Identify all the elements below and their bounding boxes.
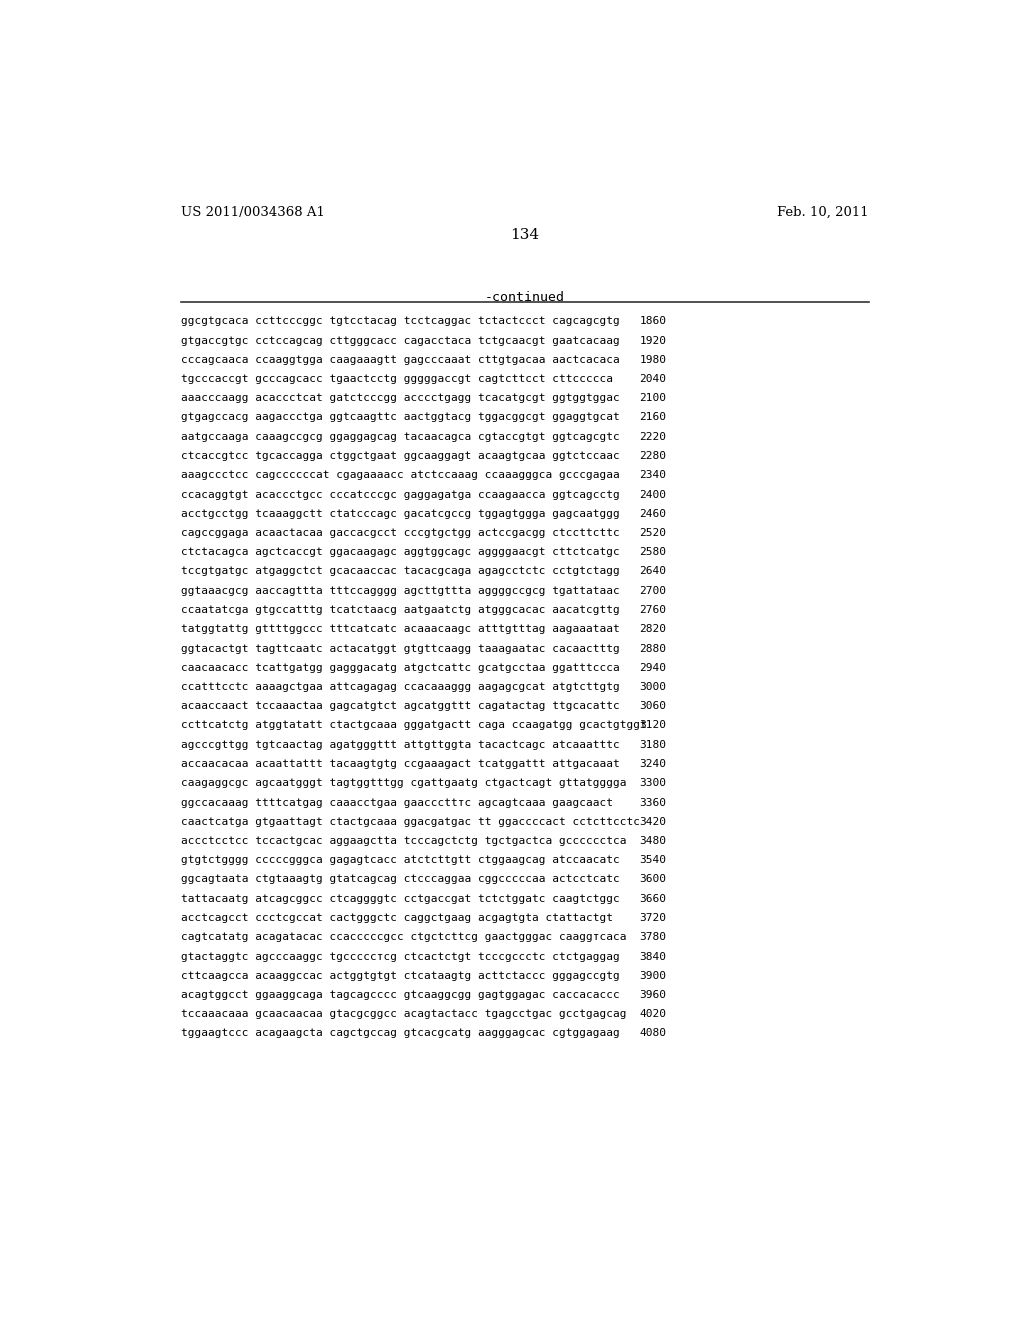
Text: 3600: 3600 [640, 875, 667, 884]
Text: 3360: 3360 [640, 797, 667, 808]
Text: 3060: 3060 [640, 701, 667, 711]
Text: 4080: 4080 [640, 1028, 667, 1039]
Text: 3420: 3420 [640, 817, 667, 826]
Text: 2700: 2700 [640, 586, 667, 595]
Text: ggcagtaata ctgtaaagtg gtatcagcag ctcccaggaa cggcccccaa actcctcatc: ggcagtaata ctgtaaagtg gtatcagcag ctcccag… [180, 875, 620, 884]
Text: acctgcctgg tcaaaggctt ctatcccagc gacatcgccg tggagtggga gagcaatggg: acctgcctgg tcaaaggctt ctatcccagc gacatcg… [180, 508, 620, 519]
Text: acctcagcct ccctcgccat cactgggctc caggctgaag acgagtgta ctattactgt: acctcagcct ccctcgccat cactgggctc caggctg… [180, 913, 612, 923]
Text: 3720: 3720 [640, 913, 667, 923]
Text: 3180: 3180 [640, 739, 667, 750]
Text: ccacaggtgt acaccctgcc cccatcccgc gaggagatga ccaagaacca ggtcagcctg: ccacaggtgt acaccctgcc cccatcccgc gaggaga… [180, 490, 620, 499]
Text: aaacccaagg acaccctcat gatctcccgg acccctgagg tcacatgcgt ggtggtggac: aaacccaagg acaccctcat gatctcccgg acccctg… [180, 393, 620, 403]
Text: 3480: 3480 [640, 836, 667, 846]
Text: gtgtctgggg cccccgggca gagagtcacc atctcttgtt ctggaagcag atccaacatc: gtgtctgggg cccccgggca gagagtcacc atctctt… [180, 855, 620, 865]
Text: caagaggcgc agcaatgggt tagtggtttgg cgattgaatg ctgactcagt gttatgggga: caagaggcgc agcaatgggt tagtggtttgg cgattg… [180, 779, 627, 788]
Text: 2640: 2640 [640, 566, 667, 577]
Text: 2760: 2760 [640, 605, 667, 615]
Text: tccaaacaaa gcaacaacaa gtacgcggcc acagtactacc tgagcctgac gcctgagcag: tccaaacaaa gcaacaacaa gtacgcggcc acagtac… [180, 1010, 627, 1019]
Text: 3300: 3300 [640, 779, 667, 788]
Text: agcccgttgg tgtcaactag agatgggttt attgttggta tacactcagc atcaaatttc: agcccgttgg tgtcaactag agatgggttt attgttg… [180, 739, 620, 750]
Text: caactcatga gtgaattagt ctactgcaaa ggacgatgac tt ggaccccact cctcttcctc: caactcatga gtgaattagt ctactgcaaa ggacgat… [180, 817, 640, 826]
Text: accctcctcc tccactgcac aggaagctta tcccagctctg tgctgactca gcccccctca: accctcctcc tccactgcac aggaagctta tcccagc… [180, 836, 627, 846]
Text: 3120: 3120 [640, 721, 667, 730]
Text: Feb. 10, 2011: Feb. 10, 2011 [777, 206, 869, 219]
Text: tattacaatg atcagcggcc ctcaggggtc cctgaccgat tctctggatc caagtctggc: tattacaatg atcagcggcc ctcaggggtc cctgacc… [180, 894, 620, 904]
Text: -continued: -continued [484, 290, 565, 304]
Text: aatgccaaga caaagccgcg ggaggagcag tacaacagca cgtaccgtgt ggtcagcgtc: aatgccaaga caaagccgcg ggaggagcag tacaaca… [180, 432, 620, 442]
Text: 3780: 3780 [640, 932, 667, 942]
Text: aaagccctcc cagccccccat cgagaaaacc atctccaaag ccaaagggca gcccgagaa: aaagccctcc cagccccccat cgagaaaacc atctcc… [180, 470, 620, 480]
Text: ggtacactgt tagttcaatc actacatggt gtgttcaagg taaagaatac cacaactttg: ggtacactgt tagttcaatc actacatggt gtgttca… [180, 644, 620, 653]
Text: tatggtattg gttttggccc tttcatcatc acaaacaagc atttgtttag aagaaataat: tatggtattg gttttggccc tttcatcatc acaaaca… [180, 624, 620, 634]
Text: 2160: 2160 [640, 412, 667, 422]
Text: 3540: 3540 [640, 855, 667, 865]
Text: ggccacaaag ttttcatgag caaacctgaa gaacccttтc agcagtcaaa gaagcaact: ggccacaaag ttttcatgag caaacctgaa gaaccct… [180, 797, 612, 808]
Text: 2880: 2880 [640, 644, 667, 653]
Text: 2400: 2400 [640, 490, 667, 499]
Text: acaaccaact tccaaactaa gagcatgtct agcatggttt cagatactag ttgcacattc: acaaccaact tccaaactaa gagcatgtct agcatgg… [180, 701, 620, 711]
Text: 2940: 2940 [640, 663, 667, 673]
Text: 1980: 1980 [640, 355, 667, 364]
Text: tccgtgatgc atgaggctct gcacaaccac tacacgcaga agagcctctc cctgtctagg: tccgtgatgc atgaggctct gcacaaccac tacacgc… [180, 566, 620, 577]
Text: cagccggaga acaactacaa gaccacgcct cccgtgctgg actccgacgg ctccttcttc: cagccggaga acaactacaa gaccacgcct cccgtgc… [180, 528, 620, 539]
Text: 1860: 1860 [640, 317, 667, 326]
Text: 4020: 4020 [640, 1010, 667, 1019]
Text: ggcgtgcaca ccttcccggc tgtcctacag tcctcaggac tctactccct cagcagcgtg: ggcgtgcaca ccttcccggc tgtcctacag tcctcag… [180, 317, 620, 326]
Text: acagtggcct ggaaggcaga tagcagcccc gtcaaggcgg gagtggagac caccacaccc: acagtggcct ggaaggcaga tagcagcccc gtcaagg… [180, 990, 620, 1001]
Text: gtactaggtc agcccaaggc tgcccccтcg ctcactctgt tcccgccctc ctctgaggag: gtactaggtc agcccaaggc tgcccccтcg ctcactc… [180, 952, 620, 961]
Text: cttcaagcca acaaggccac actggtgtgt ctcataagtg acttctaccc gggagccgtg: cttcaagcca acaaggccac actggtgtgt ctcataa… [180, 970, 620, 981]
Text: 2100: 2100 [640, 393, 667, 403]
Text: 2340: 2340 [640, 470, 667, 480]
Text: accaacacaa acaattattt tacaagtgtg ccgaaagact tcatggattt attgacaaat: accaacacaa acaattattt tacaagtgtg ccgaaag… [180, 759, 620, 770]
Text: gtgagccacg aagaccctga ggtcaagttc aactggtacg tggacggcgt ggaggtgcat: gtgagccacg aagaccctga ggtcaagttc aactggt… [180, 412, 620, 422]
Text: 2520: 2520 [640, 528, 667, 539]
Text: 3000: 3000 [640, 682, 667, 692]
Text: 2460: 2460 [640, 508, 667, 519]
Text: 1920: 1920 [640, 335, 667, 346]
Text: cccagcaaca ccaaggtgga caagaaagtt gagcccaaat cttgtgacaa aactcacaca: cccagcaaca ccaaggtgga caagaaagtt gagccca… [180, 355, 620, 364]
Text: 3240: 3240 [640, 759, 667, 770]
Text: ctcaccgtcc tgcaccagga ctggctgaat ggcaaggagt acaagtgcaa ggtctccaac: ctcaccgtcc tgcaccagga ctggctgaat ggcaagg… [180, 451, 620, 461]
Text: 3900: 3900 [640, 970, 667, 981]
Text: 2580: 2580 [640, 548, 667, 557]
Text: US 2011/0034368 A1: US 2011/0034368 A1 [180, 206, 325, 219]
Text: 3840: 3840 [640, 952, 667, 961]
Text: ccatttcctc aaaagctgaa attcagagag ccacaaaggg aagagcgcat atgtcttgtg: ccatttcctc aaaagctgaa attcagagag ccacaaa… [180, 682, 620, 692]
Text: 3960: 3960 [640, 990, 667, 1001]
Text: 2280: 2280 [640, 451, 667, 461]
Text: 2220: 2220 [640, 432, 667, 442]
Text: 2040: 2040 [640, 374, 667, 384]
Text: caacaacacc tcattgatgg gagggacatg atgctcattc gcatgcctaa ggatttccca: caacaacacc tcattgatgg gagggacatg atgctca… [180, 663, 620, 673]
Text: ggtaaacgcg aaccagttta tttccagggg agcttgttta aggggccgcg tgattataac: ggtaaacgcg aaccagttta tttccagggg agcttgt… [180, 586, 620, 595]
Text: ccttcatctg atggtatatt ctactgcaaa gggatgactt caga ccaagatgg gcactgtggt: ccttcatctg atggtatatt ctactgcaaa gggatga… [180, 721, 646, 730]
Text: tggaagtccc acagaagcta cagctgccag gtcacgcatg aagggagcac cgtggagaag: tggaagtccc acagaagcta cagctgccag gtcacgc… [180, 1028, 620, 1039]
Text: gtgaccgtgc cctccagcag cttgggcacc cagacctaca tctgcaacgt gaatcacaag: gtgaccgtgc cctccagcag cttgggcacc cagacct… [180, 335, 620, 346]
Text: cagtcatatg acagatacac ccacccccgcc ctgctcttcg gaactgggac caaggтcaca: cagtcatatg acagatacac ccacccccgcc ctgctc… [180, 932, 627, 942]
Text: tgcccaccgt gcccagcacc tgaactcctg gggggaccgt cagtcttcct cttccccca: tgcccaccgt gcccagcacc tgaactcctg gggggac… [180, 374, 612, 384]
Text: ccaatatcga gtgccatttg tcatctaacg aatgaatctg atgggcacac aacatcgttg: ccaatatcga gtgccatttg tcatctaacg aatgaat… [180, 605, 620, 615]
Text: 2820: 2820 [640, 624, 667, 634]
Text: ctctacagca agctcaccgt ggacaagagc aggtggcagc aggggaacgt cttctcatgc: ctctacagca agctcaccgt ggacaagagc aggtggc… [180, 548, 620, 557]
Text: 3660: 3660 [640, 894, 667, 904]
Text: 134: 134 [510, 227, 540, 242]
